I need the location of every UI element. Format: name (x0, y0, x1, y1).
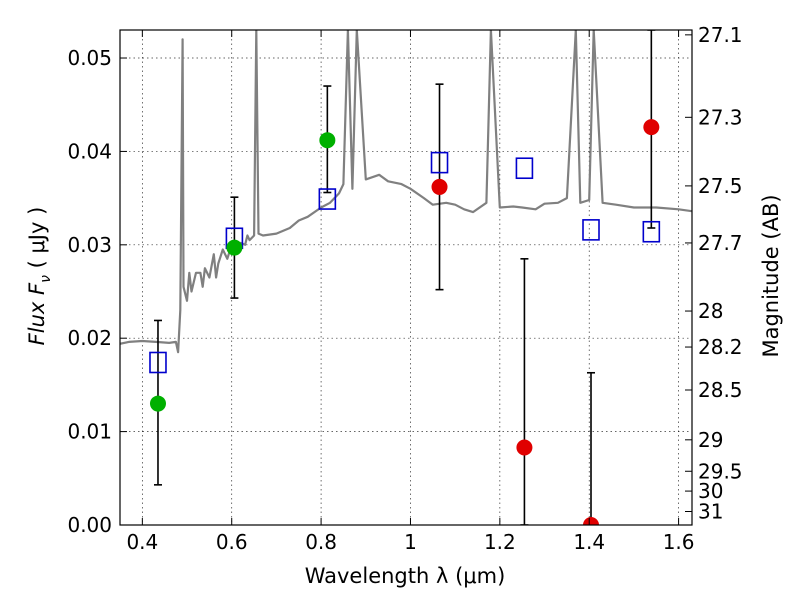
right-tick-label: 29 (698, 428, 723, 452)
detection-point (319, 132, 336, 149)
non-detection-point (643, 119, 660, 136)
x-tick-label: 1.6 (663, 530, 695, 554)
right-tick-label: 27.1 (698, 23, 743, 47)
non-detection-point (516, 439, 533, 456)
x-tick-label: 0.8 (305, 530, 337, 554)
y-tick-label: 0.04 (67, 139, 112, 163)
model-band-square (642, 220, 661, 243)
non-detection-point (583, 517, 600, 525)
non-detection-point (431, 178, 448, 195)
model-band-square (149, 351, 167, 374)
grid (120, 30, 692, 526)
x-tick-label: 1.4 (573, 530, 605, 554)
x-tick-label: 0.6 (216, 530, 248, 554)
detection-point (149, 395, 166, 412)
model-band-square (515, 157, 534, 180)
right-tick-label: 30 (698, 479, 723, 503)
y-tick-label: 0.00 (67, 513, 112, 537)
y-axis-label-sub: ν (38, 275, 54, 283)
model-band-square (430, 151, 449, 174)
y-tick-label: 0.01 (67, 420, 112, 444)
model-band-square (582, 219, 600, 241)
y-axis-label-unit: ( μJy ) (25, 207, 49, 275)
plot-area (120, 30, 692, 525)
right-tick-label: 31 (698, 500, 723, 524)
right-axis-label: Magnitude (AB) (759, 194, 783, 357)
right-tick-label: 28.5 (698, 378, 743, 402)
x-tick-label: 1.2 (484, 530, 516, 554)
right-tick-label: 28 (698, 299, 723, 323)
y-tick-label: 0.05 (67, 46, 112, 70)
y-tick-label: 0.02 (67, 326, 112, 350)
x-tick-label: 0.4 (126, 530, 158, 554)
right-tick-label: 28.2 (698, 335, 743, 359)
plot-frame (119, 29, 693, 526)
right-tick-label: 27.5 (698, 174, 743, 198)
right-tick-label: 27.3 (698, 105, 743, 129)
right-tick-label: 27.7 (698, 231, 743, 255)
model-spectrum-line (120, 30, 692, 354)
model-band-square (318, 188, 337, 210)
detection-point (226, 239, 243, 256)
x-tick-label: 1 (404, 530, 417, 554)
y-axis-label-main: Flux F (25, 282, 49, 345)
right-tick-label: 29.5 (698, 459, 743, 483)
axis-ticks: 0.4 0.6 0.8 1 1.2 1.4 1.6 0.00 0.01 0.02 0.03 0.04 0… (67, 23, 742, 554)
y-axis-label: Flux Fν ( μJy ) (25, 207, 54, 346)
y-tick-label: 0.03 (67, 233, 112, 257)
x-axis-label: Wavelength λ (μm) (305, 564, 506, 588)
